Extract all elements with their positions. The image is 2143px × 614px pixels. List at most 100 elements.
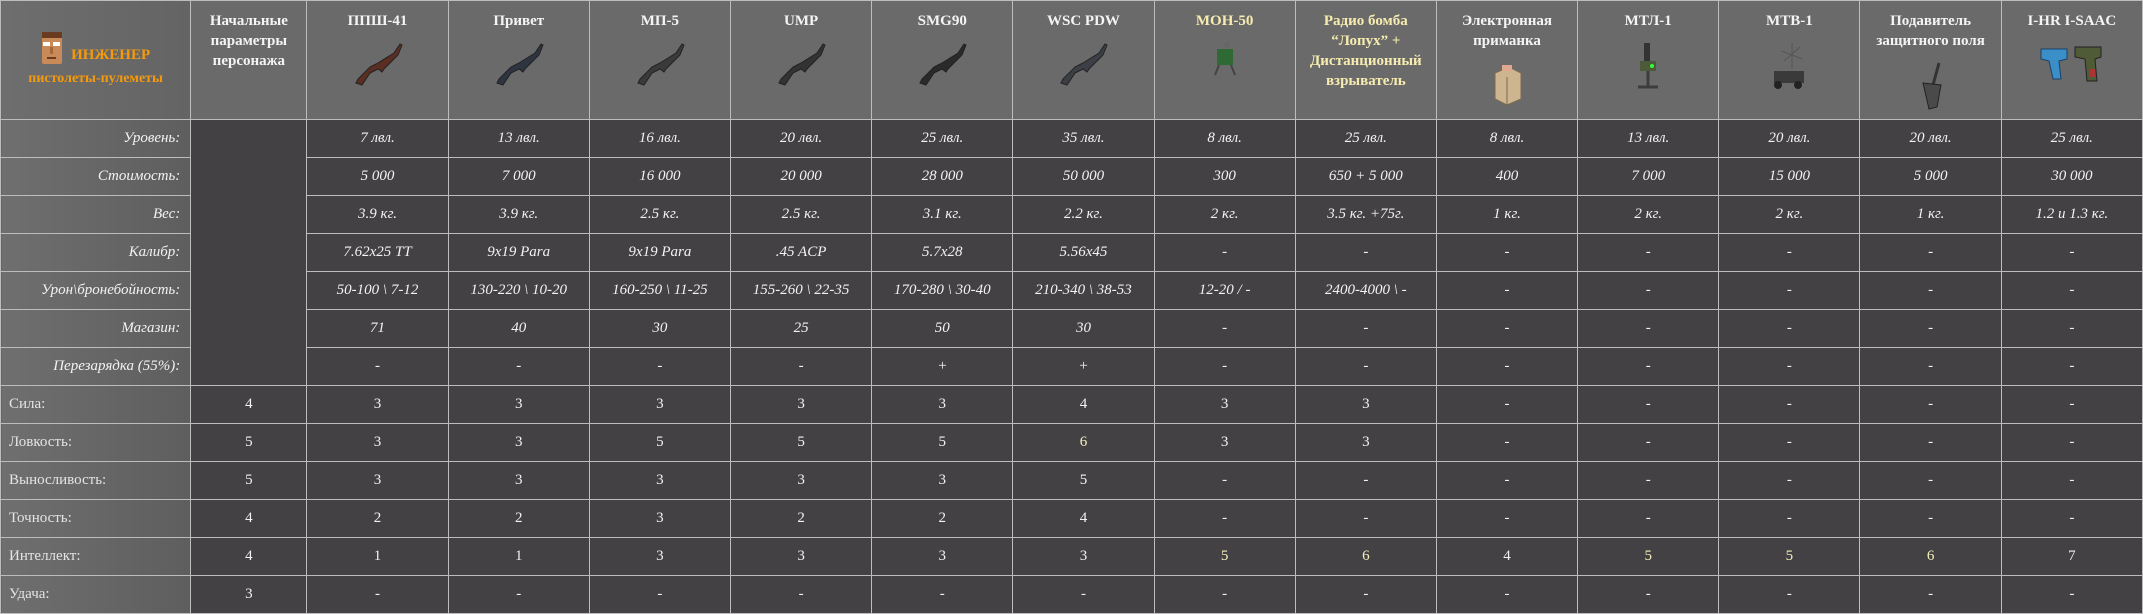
item-header-8: Радио бомба “Лопух” + Дистанционный взры…: [1294, 0, 1437, 120]
table-cell: 5: [1577, 537, 1720, 576]
initial-value: 3: [190, 575, 308, 614]
table-cell: 3: [1012, 537, 1155, 576]
table-row: Вес: 3.9 кг. 3.9 кг. 2.5 кг. 2.5 кг. 3.1 кг. 2…: [0, 195, 2143, 234]
ump-gun-icon: [731, 39, 871, 95]
row-label: Удача:: [0, 575, 192, 614]
row-label: Уровень:: [0, 119, 192, 158]
item-header-2: Привет: [447, 0, 590, 120]
table-cell: 5 000: [306, 157, 449, 196]
table-cell: 3: [588, 537, 731, 576]
table-cell: 15 000: [1718, 157, 1861, 196]
item-header-6: WSC PDW: [1012, 0, 1155, 120]
table-cell: -: [1859, 499, 2002, 538]
table-cell: -: [2000, 309, 2143, 348]
table-cell: 3.9 кг.: [447, 195, 590, 234]
table-row: Ловкость: 5 3 3 5 5 5 6 3 3- - - - -: [0, 423, 2143, 462]
table-cell: -: [1718, 385, 1861, 424]
table-cell: 7.62x25 TT: [306, 233, 449, 272]
table-cell: -: [306, 575, 449, 614]
table-cell: 5: [729, 423, 873, 462]
table-cell: -: [2000, 499, 2143, 538]
table-cell: -: [447, 575, 590, 614]
table-cell: -: [1435, 461, 1579, 500]
table-cell: 16 лвл.: [588, 119, 731, 158]
table-cell: 35 лвл.: [1012, 119, 1155, 158]
table-cell: 9x19 Para: [447, 233, 590, 272]
table-cell: +: [871, 347, 1014, 386]
table-cell: -: [1718, 309, 1861, 348]
table-cell: -: [1859, 271, 2002, 310]
table-cell: 4: [1435, 537, 1579, 576]
table-cell: .45 ACP: [729, 233, 873, 272]
table-cell: 7 000: [447, 157, 590, 196]
table-cell: 5 000: [1859, 157, 2002, 196]
table-cell: 71: [306, 309, 449, 348]
turret-mtl-icon: [1578, 39, 1718, 99]
table-cell: 5: [588, 423, 731, 462]
item-name: WSC PDW: [1046, 13, 1120, 29]
table-cell: -: [1577, 271, 1720, 310]
table-cell: -: [1718, 461, 1861, 500]
table-cell: -: [1577, 423, 1720, 462]
header-row: ИНЖЕНЕР пистолеты-пулеметы Начальные пар…: [0, 0, 2143, 120]
table-cell: 3: [588, 499, 731, 538]
table-cell: -: [1294, 461, 1437, 500]
table-cell: 25 лвл.: [1294, 119, 1437, 158]
table-cell: -: [1859, 575, 2002, 614]
table-cell: 16 000: [588, 157, 731, 196]
table-row: Уровень: 7 лвл. 13 лвл. 16 лвл. 20 лвл. 25 лв…: [0, 119, 2143, 386]
table-cell: -: [1577, 233, 1720, 272]
table-cell: -: [1577, 347, 1720, 386]
table-cell: -: [1859, 423, 2002, 462]
item-name: МП-5: [640, 13, 680, 29]
table-cell: 7 000: [1577, 157, 1720, 196]
table-cell: 25: [729, 309, 873, 348]
table-cell: 12-20 / -: [1153, 271, 1296, 310]
table-cell: 20 лвл.: [1718, 119, 1861, 158]
table-cell: 2 кг.: [1153, 195, 1296, 234]
table-cell: 20 лвл.: [1859, 119, 2002, 158]
table-cell: 3: [1153, 385, 1296, 424]
table-cell: -: [1577, 309, 1720, 348]
wsc-pdw-gun-icon: [1013, 39, 1153, 95]
table-cell: -: [1718, 499, 1861, 538]
table-cell: -: [1435, 499, 1579, 538]
table-row: Удача: 3- - - - - - - - - - - - -: [0, 575, 2143, 614]
table-cell: 2 кг.: [1577, 195, 1720, 234]
table-cell: -: [1153, 575, 1296, 614]
table-cell: 7 лвл.: [306, 119, 449, 158]
smg90-gun-icon: [872, 39, 1012, 95]
row-label: Ловкость:: [0, 423, 192, 462]
table-cell: 130-220 \ 10-20: [447, 271, 590, 310]
row-label: Выносливость:: [0, 461, 192, 500]
table-cell: -: [2000, 347, 2143, 386]
table-cell: 1: [306, 537, 449, 576]
table-cell: 3: [306, 423, 449, 462]
initial-value: 4: [190, 537, 308, 576]
table-cell: -: [588, 575, 731, 614]
table-cell: 8 лвл.: [1435, 119, 1579, 158]
table-cell: -: [1294, 233, 1437, 272]
row-label: Точность:: [0, 499, 192, 538]
table-cell: -: [1859, 347, 2002, 386]
table-cell: 6: [1859, 537, 2002, 576]
item-header-5: SMG90: [871, 0, 1014, 120]
table-row: Сила: 4 3 3 3 3 3 4 3 3- - - - -: [0, 385, 2143, 424]
item-name: Радио бомба “Лопух” + Дистанционный взры…: [1309, 13, 1422, 89]
table-cell: -: [2000, 385, 2143, 424]
table-cell: -: [1718, 233, 1861, 272]
table-cell: 5: [871, 423, 1014, 462]
table-row: Стоимость: 5 000 7 000 16 000 20 000 28 000 50…: [0, 157, 2143, 196]
table-cell: 5.7x28: [871, 233, 1014, 272]
table-cell: 1 кг.: [1859, 195, 2002, 234]
table-cell: 4: [1012, 499, 1155, 538]
decoy-box-icon: [1437, 59, 1577, 115]
table-cell: -: [306, 347, 449, 386]
table-cell: 400: [1435, 157, 1579, 196]
table-cell: -: [1718, 347, 1861, 386]
table-cell: 3: [1294, 385, 1437, 424]
table-cell: 4: [1012, 385, 1155, 424]
table-cell: -: [1577, 499, 1720, 538]
table-cell: 160-250 \ 11-25: [588, 271, 731, 310]
table-cell: 1.2 и 1.3 кг.: [2000, 195, 2143, 234]
